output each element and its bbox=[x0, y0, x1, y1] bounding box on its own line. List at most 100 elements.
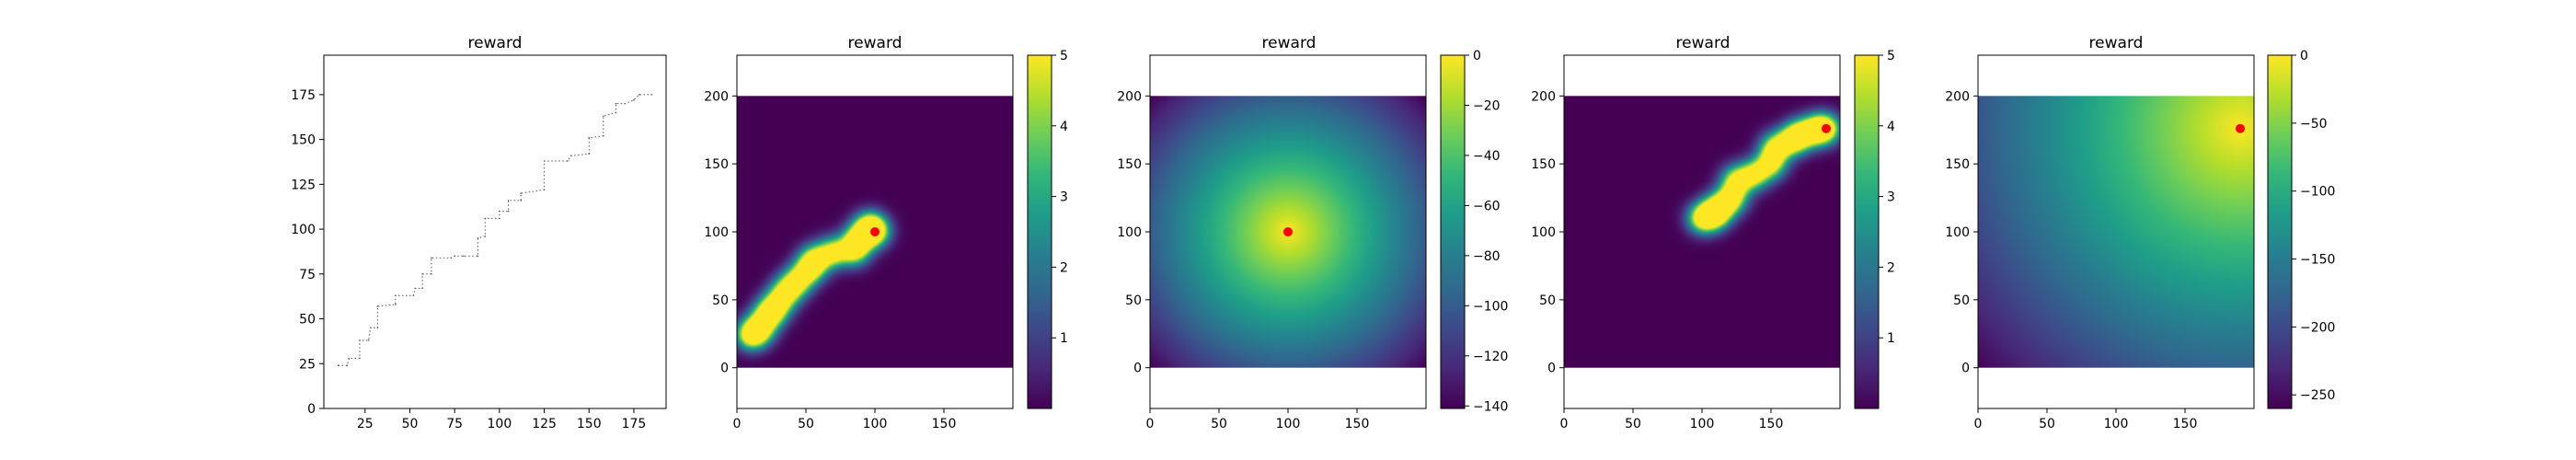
y-tick-label: 125 bbox=[291, 178, 316, 192]
y-tick-label: 175 bbox=[291, 88, 316, 103]
path-point bbox=[603, 115, 604, 118]
y-tick-label: 50 bbox=[299, 313, 316, 328]
colorbar-tick-label: −250 bbox=[2300, 388, 2335, 403]
panel-4-title: reward bbox=[1676, 34, 1731, 52]
colorbar-gradient bbox=[1855, 55, 1879, 408]
panel-2-title: reward bbox=[848, 34, 903, 52]
y-tick-label: 50 bbox=[1953, 293, 1970, 308]
y-tick-label: 50 bbox=[712, 293, 729, 308]
y-tick-label: 150 bbox=[1531, 157, 1556, 172]
x-tick-label: 150 bbox=[577, 417, 602, 431]
path-point bbox=[463, 255, 465, 258]
panel-3-title: reward bbox=[1262, 34, 1317, 52]
x-tick-label: 150 bbox=[932, 417, 957, 431]
colorbar-frame bbox=[2267, 54, 2293, 409]
x-tick-label: 100 bbox=[1690, 417, 1715, 431]
path-point bbox=[615, 111, 617, 114]
y-tick-label: 0 bbox=[307, 402, 316, 417]
x-tick-label: 75 bbox=[446, 417, 463, 431]
path-point bbox=[346, 364, 349, 367]
path-point bbox=[450, 257, 453, 259]
panel-2-heatmap: reward 0 50 100 150 0 50 100 150 200 1 2 3 4 5 bbox=[704, 34, 1068, 431]
path-point bbox=[484, 217, 487, 220]
y-tick-label: 200 bbox=[1945, 89, 1970, 104]
path-point bbox=[376, 327, 379, 329]
path-series-line bbox=[338, 94, 652, 366]
axes-frame bbox=[323, 54, 667, 409]
path-point bbox=[414, 287, 417, 290]
path-point bbox=[615, 102, 617, 105]
x-tick-label: 50 bbox=[1625, 417, 1641, 431]
colorbar-frame bbox=[1027, 54, 1052, 409]
colorbar-tick-label: 4 bbox=[1887, 120, 1895, 134]
path-point bbox=[454, 255, 455, 258]
panel-3-heatmap: reward 0 50 100 150 0 50 100 150 200 0 −20 −40 −60 −… bbox=[1117, 34, 1508, 431]
y-tick-label: 150 bbox=[291, 133, 316, 148]
colorbar-tick-label: 2 bbox=[1060, 260, 1068, 275]
colorbar-tick-label: 0 bbox=[1473, 49, 1481, 63]
colorbar-gradient bbox=[2268, 55, 2292, 408]
path-point bbox=[588, 153, 591, 155]
colorbar-tick-label: 5 bbox=[1887, 49, 1895, 63]
x-tick-label: 50 bbox=[798, 417, 814, 431]
y-tick-label: 50 bbox=[1539, 293, 1556, 308]
path-point bbox=[395, 304, 397, 305]
panel-5-colorbar: 0 −50 −100 −150 −200 −250 bbox=[2267, 49, 2335, 409]
path-point bbox=[431, 257, 432, 259]
path-point bbox=[376, 305, 379, 307]
colorbar-tick-label: 4 bbox=[1060, 120, 1068, 134]
panel-3-axes: 0 50 100 150 0 50 100 150 200 bbox=[1117, 54, 1427, 431]
path-point bbox=[477, 237, 479, 239]
path-point bbox=[367, 339, 370, 341]
panel-1-path-plot: reward 25 50 75 100 125 150 175 0 25 50 75 100 125 15… bbox=[291, 34, 667, 431]
colorbar-tick-label: −80 bbox=[1473, 249, 1501, 264]
colorbar-tick-label: 1 bbox=[1887, 331, 1895, 346]
reward-field-image bbox=[1978, 96, 2254, 368]
colorbar-tick-label: −150 bbox=[2300, 253, 2335, 268]
y-tick-label: 0 bbox=[1547, 362, 1556, 376]
path-point bbox=[624, 102, 627, 105]
panel-4-marks bbox=[1564, 96, 1840, 368]
panel-4-heatmap: reward 0 50 100 150 0 50 100 150 200 1 2 3 4 5 bbox=[1531, 34, 1895, 431]
path-point bbox=[588, 136, 591, 139]
panel-5-marks bbox=[1978, 96, 2254, 368]
y-tick-label: 0 bbox=[1133, 362, 1142, 376]
x-tick-label: 100 bbox=[2104, 417, 2129, 431]
path-point bbox=[395, 294, 397, 296]
path-point bbox=[421, 273, 423, 275]
panel-2-axes: 0 50 100 150 0 50 100 150 200 bbox=[704, 54, 1014, 431]
colorbar-frame bbox=[1440, 54, 1466, 409]
path-point bbox=[421, 287, 423, 290]
panel-1-title: reward bbox=[468, 34, 523, 52]
panel-1-marks bbox=[337, 94, 653, 367]
x-tick-label: 0 bbox=[1146, 417, 1155, 431]
y-tick-label: 100 bbox=[1117, 225, 1142, 240]
y-tick-label: 50 bbox=[1125, 293, 1142, 308]
y-tick-label: 200 bbox=[704, 89, 729, 104]
colorbar-tick-label: 0 bbox=[2300, 49, 2308, 63]
agent-marker bbox=[870, 227, 880, 236]
path-point bbox=[633, 98, 635, 101]
colorbar-tick-label: −140 bbox=[1473, 399, 1508, 414]
y-tick-label: 100 bbox=[1531, 225, 1556, 240]
panel-5-title: reward bbox=[2089, 34, 2144, 52]
colorbar-tick-label: 2 bbox=[1887, 260, 1895, 275]
colorbar-tick-label: −100 bbox=[1473, 299, 1508, 314]
colorbar-tick-label: −50 bbox=[2300, 117, 2328, 132]
y-tick-label: 150 bbox=[1117, 157, 1142, 172]
colorbar-frame bbox=[1854, 54, 1880, 409]
path-point bbox=[543, 189, 546, 190]
panel-3-colorbar: 0 −20 −40 −60 −80 −100 −120 −140 bbox=[1440, 49, 1508, 414]
colorbar-tick-label: 3 bbox=[1060, 190, 1068, 205]
panel-2-colorbar: 1 2 3 4 5 bbox=[1027, 49, 1068, 409]
panel-5-heatmap: reward 0 50 100 150 0 50 100 150 200 0 −50 −100 −15… bbox=[1945, 34, 2335, 431]
path-point bbox=[359, 339, 361, 341]
x-tick-label: 25 bbox=[357, 417, 374, 431]
panel-4-axes: 0 50 100 150 0 50 100 150 200 bbox=[1531, 54, 1841, 431]
y-tick-label: 0 bbox=[1961, 362, 1970, 376]
path-point bbox=[520, 200, 523, 201]
y-tick-label: 200 bbox=[1117, 89, 1142, 104]
path-point bbox=[484, 236, 487, 237]
agent-marker bbox=[1822, 123, 1831, 133]
